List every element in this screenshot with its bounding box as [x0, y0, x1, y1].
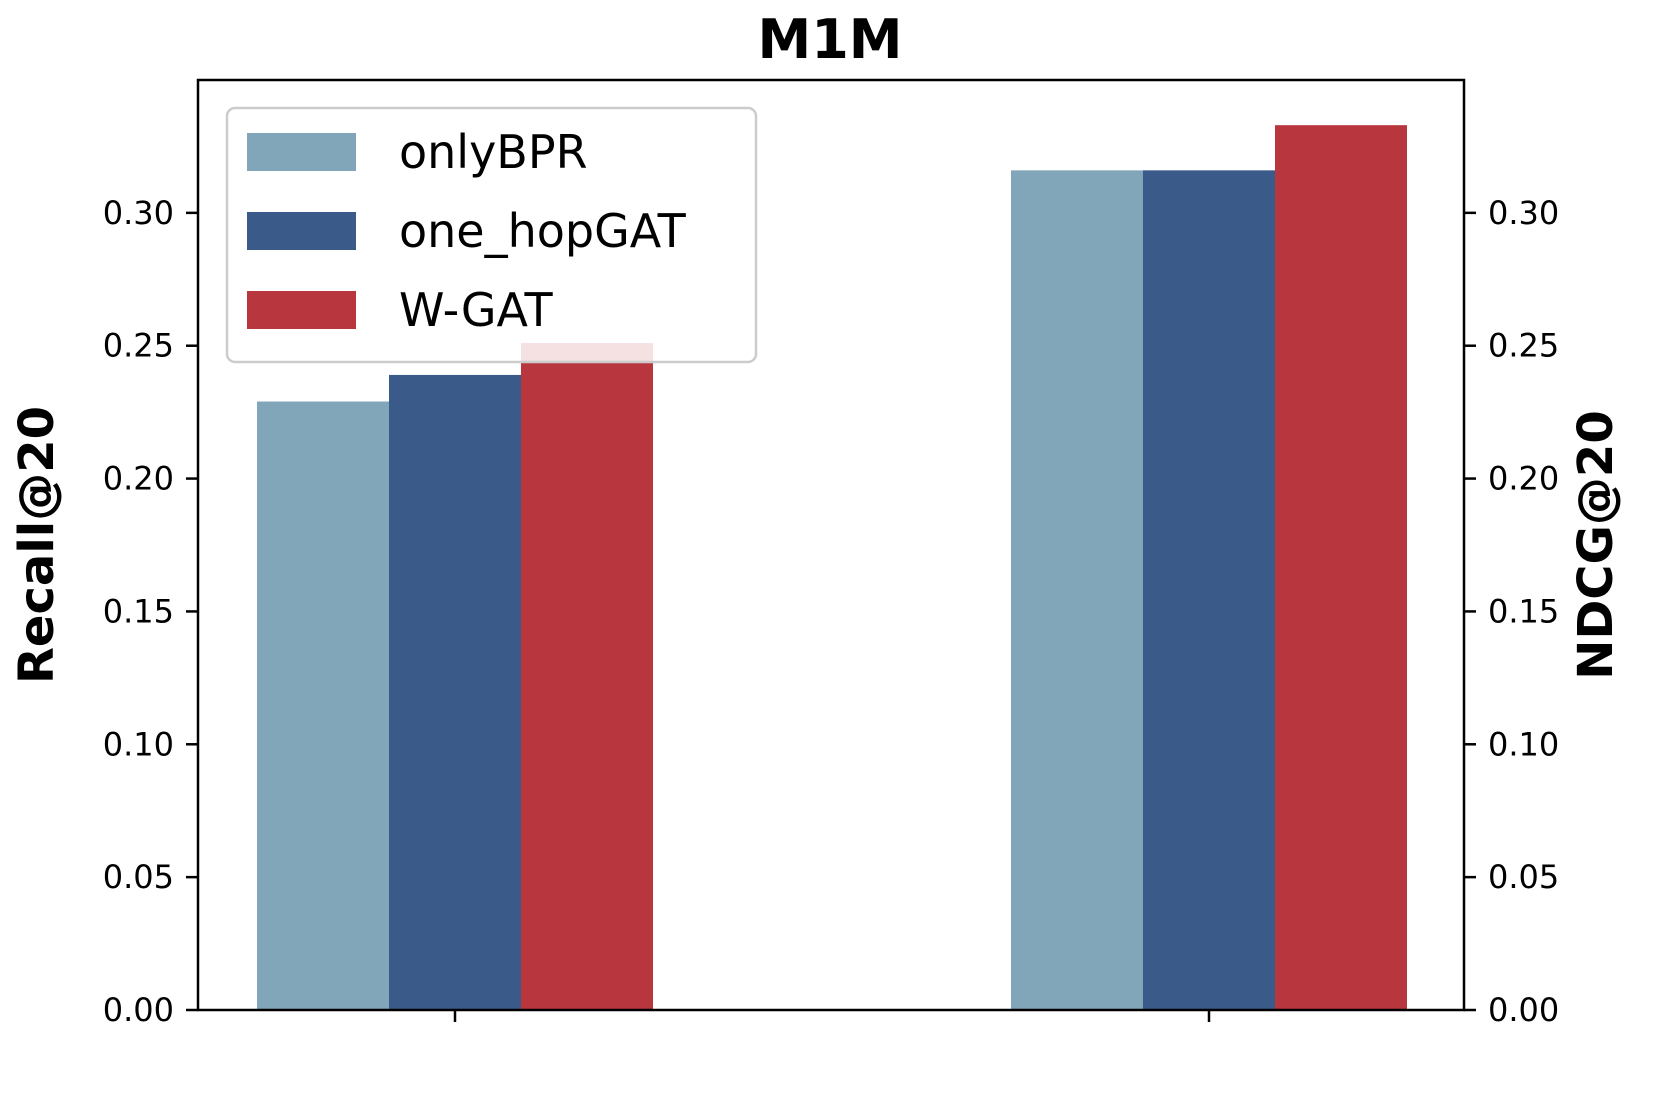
y-tick-label-left: 0.05	[103, 858, 174, 896]
y-tick-label-left: 0.20	[103, 460, 174, 498]
legend-label-W-GAT: W-GAT	[399, 283, 553, 337]
legend-frame	[225, 106, 758, 364]
chart-title: M1M	[757, 8, 902, 71]
y-tick-label-left: 0.00	[103, 991, 174, 1029]
bar-W-GAT-recall	[521, 343, 653, 1010]
plot-area-frame	[196, 78, 1466, 1012]
bar-onlyBPR-ndcg	[1011, 170, 1143, 1011]
y-tick-label-left: 0.15	[103, 592, 174, 630]
y-tick-label-right: 0.10	[1488, 725, 1559, 763]
y-axis-label-left: Recall@20	[9, 406, 65, 684]
y-tick-label-left: 0.30	[103, 194, 174, 232]
legend-swatch-W-GAT	[247, 291, 356, 329]
bar-one_hopGAT-recall	[389, 374, 521, 1010]
y-tick-label-left: 0.10	[103, 725, 174, 763]
y-axis-label-right: NDCG@20	[1568, 410, 1624, 679]
bar-onlyBPR-recall	[257, 401, 389, 1010]
y-tick-label-right: 0.25	[1488, 327, 1559, 365]
legend-label-one_hopGAT: one_hopGAT	[399, 204, 687, 258]
y-tick-label-right: 0.15	[1488, 592, 1559, 630]
y-tick-label-right: 0.30	[1488, 194, 1559, 232]
y-tick-label-right: 0.00	[1488, 991, 1559, 1029]
legend-swatch-one_hopGAT	[247, 212, 356, 250]
bar-W-GAT-ndcg	[1275, 125, 1407, 1010]
bars-layer	[257, 125, 1407, 1011]
ticks-layer: 0.00 0.00 0.05 0.05 0.10 0.10 0.15 0.15 0.20 0.20…	[103, 194, 1560, 1029]
legend-label-onlyBPR: onlyBPR	[399, 125, 588, 179]
bar-one_hopGAT-ndcg	[1143, 170, 1275, 1011]
y-tick-label-left: 0.25	[103, 327, 174, 365]
y-tick-label-right: 0.20	[1488, 460, 1559, 498]
legend: onlyBPR one_hopGAT W-GAT	[225, 106, 758, 364]
y-tick-label-right: 0.05	[1488, 858, 1559, 896]
legend-swatch-onlyBPR	[247, 133, 356, 171]
